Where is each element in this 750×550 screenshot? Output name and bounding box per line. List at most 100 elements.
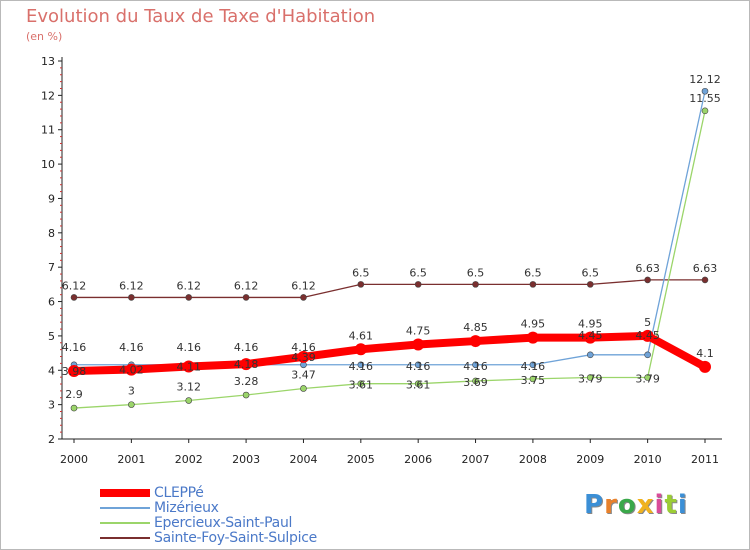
data-label: 3.79 [578,372,603,385]
data-label: 4.61 [349,329,374,342]
data-label: 4.75 [406,325,431,338]
data-point [586,281,594,288]
data-label: 6.5 [352,266,370,279]
legend-item: Mizérieux [100,499,317,516]
data-label: 4.95 [578,318,603,331]
data-point [242,391,250,399]
data-point [414,361,422,369]
data-point [414,281,422,288]
x-tick-label: 2005 [347,453,375,466]
data-point [644,351,651,359]
data-point [297,350,310,363]
x-tick-label: 2004 [289,453,317,466]
y-tick-label: 6 [48,296,55,309]
data-point [300,294,307,301]
data-point [70,294,78,301]
data-label: 4.85 [463,321,488,334]
data-point [128,401,135,408]
data-point [472,377,479,385]
legend-label: Epercieux-Saint-Paul [154,514,293,531]
data-label: 5 [644,316,651,329]
legend: CLEPPé Mizérieux Epercieux-Saint-Paul Saint… [100,485,317,546]
data-label: 6.12 [291,279,316,292]
data-point [70,404,78,412]
data-point [128,294,135,301]
data-label: 3.61 [349,379,374,392]
data-label: 6.12 [62,279,87,292]
chart-title: Evolution du Taux de Taxe d'Habitation [26,6,376,27]
data-point [586,351,594,359]
data-label: 4.16 [463,360,488,373]
data-point [125,363,138,376]
series-line-1 [73,90,706,366]
data-label: 3.61 [406,379,431,392]
x-tick-label: 2000 [60,453,88,466]
data-label: 4.16 [119,341,144,354]
data-label: 3.28 [234,375,259,388]
x-tick-label: 2010 [634,453,662,466]
data-point [414,380,422,387]
series-line-2 [73,110,706,409]
data-label: 4.16 [349,360,374,373]
y-tick-label: 5 [48,330,55,343]
data-label: 4.16 [234,341,259,354]
legend-item: Sainte-Foy-Saint-Sulpice [100,529,317,546]
legend-label: Mizérieux [154,499,219,516]
data-label: 12.12 [689,73,721,86]
data-label: 4.16 [406,360,431,373]
data-label: 6.5 [524,266,542,279]
x-tick-label: 2002 [175,453,203,466]
data-point [529,375,537,383]
x-tick-label: 2011 [691,453,719,466]
data-label: 3.12 [176,381,201,394]
series-line-3 [73,279,706,299]
data-point [701,107,709,115]
y-tick-label: 10 [41,158,55,171]
data-label: 6.12 [119,279,144,292]
data-point [529,281,537,288]
data-label: 4.02 [119,364,144,377]
data-point [412,338,425,351]
data-label: 4.95 [521,318,546,331]
data-label: 4.16 [62,341,87,354]
data-point [300,385,307,392]
legend-swatch [100,521,150,524]
y-tick-label: 9 [48,192,55,205]
data-point [242,294,250,301]
y-tick-label: 11 [41,124,55,137]
data-label: 4.16 [521,360,546,373]
data-point [526,331,539,344]
data-label: 3.47 [291,368,316,381]
x-tick-label: 2007 [462,453,490,466]
data-point [182,360,195,373]
data-point [469,335,482,348]
data-label: 6.5 [467,266,485,279]
data-label: 6.5 [409,266,427,279]
x-tick-label: 2008 [519,453,547,466]
data-label: 4.18 [234,358,259,371]
data-point [357,380,365,387]
data-label: 3.69 [463,376,488,389]
data-point [701,276,709,284]
data-point [584,331,597,344]
data-point [641,329,654,342]
data-label: 6.63 [635,262,660,275]
data-point [699,360,711,373]
legend-swatch [100,506,150,509]
data-label: 4.45 [578,329,603,342]
data-point [644,374,651,381]
y-tick-label: 2 [48,433,55,446]
brand-logo: Proxiti [584,490,688,520]
data-label: 4.16 [291,341,316,354]
data-label: 4.16 [176,341,201,354]
data-point [68,364,80,377]
data-point [185,294,193,301]
legend-item: Epercieux-Saint-Paul [100,514,317,531]
legend-label: Sainte-Foy-Saint-Sulpice [154,529,317,546]
data-label: 3.98 [62,365,87,378]
data-point [354,343,367,356]
data-point [586,374,594,381]
data-label: 6.12 [234,279,259,292]
